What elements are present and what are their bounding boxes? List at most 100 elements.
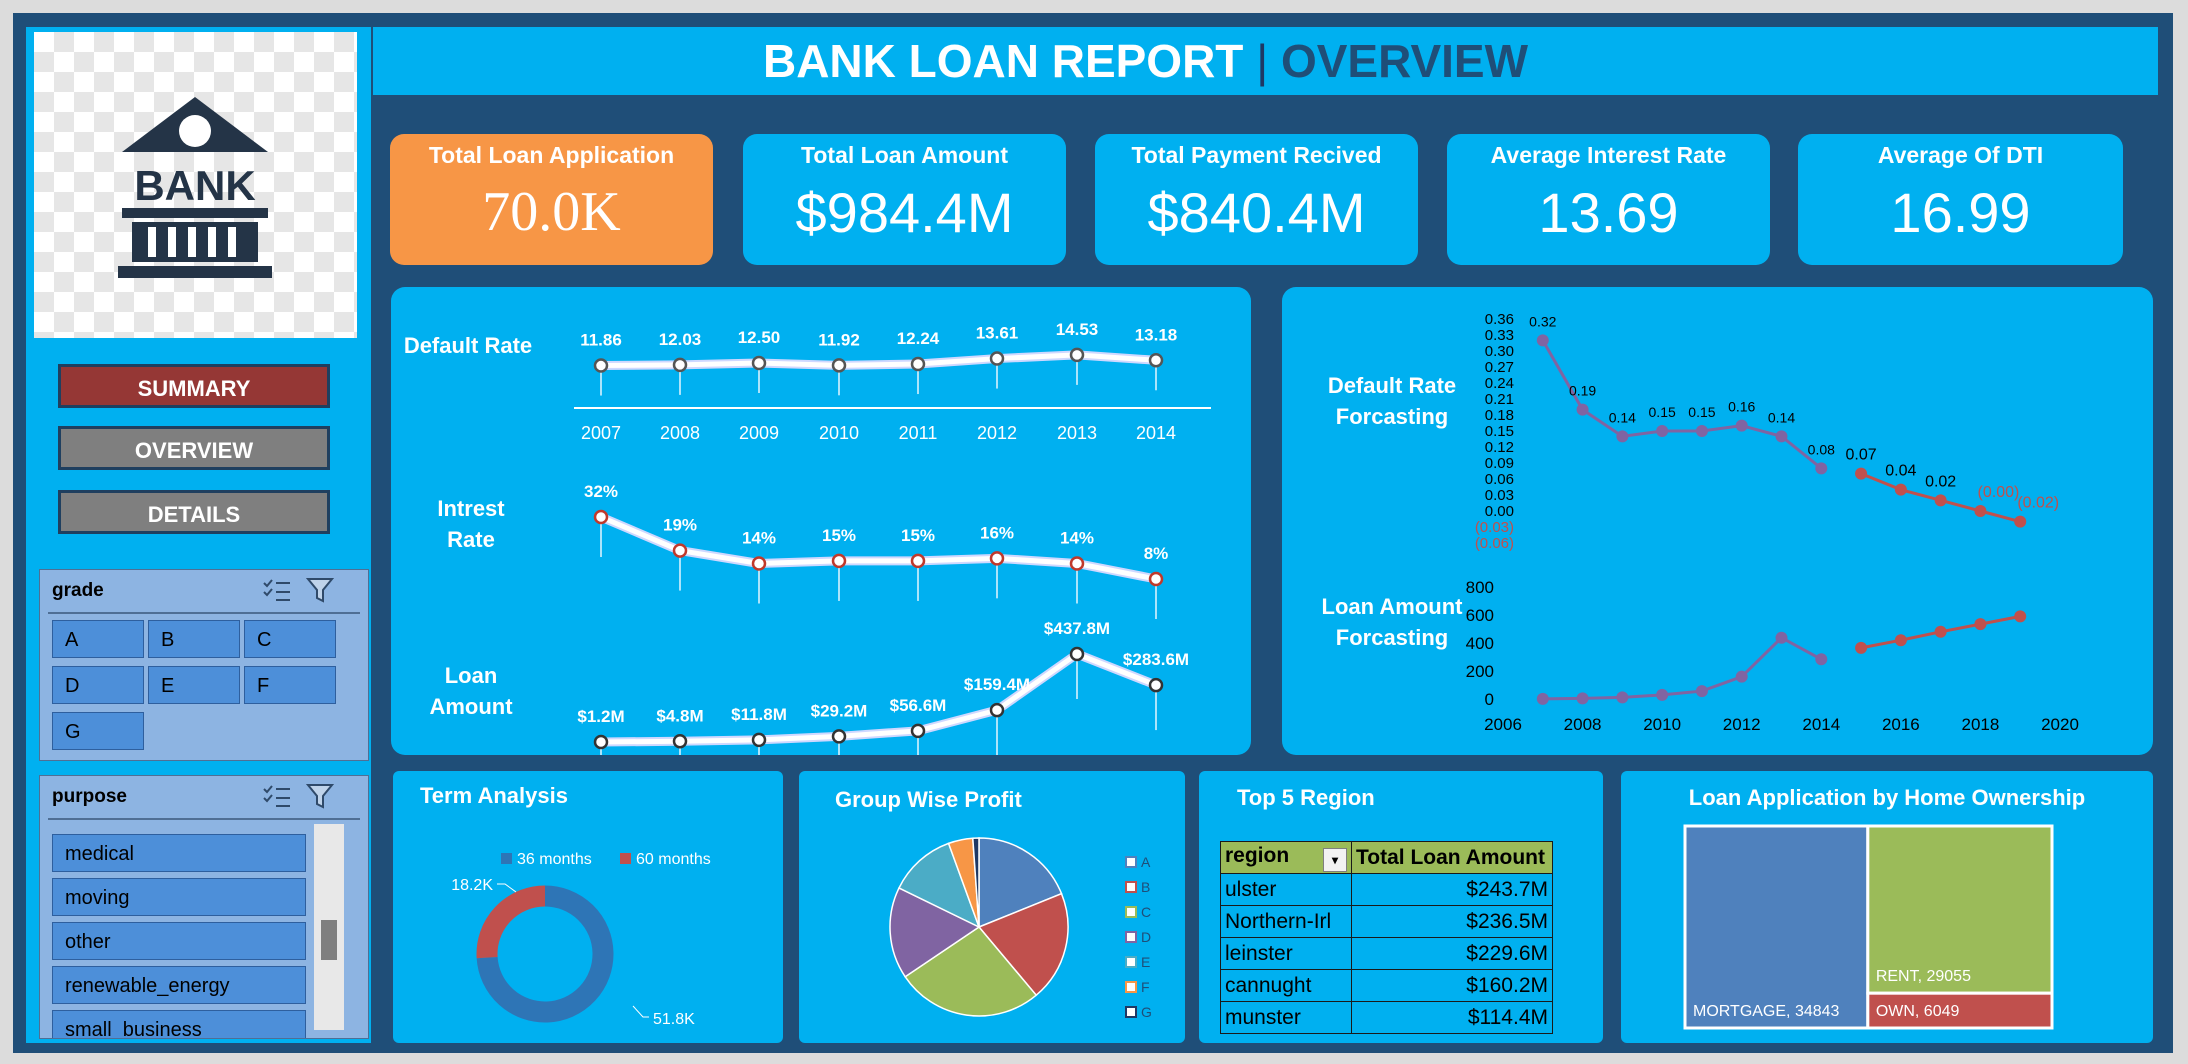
data-label: OWN, 6049: [1876, 1003, 1960, 1020]
grade-chip-b[interactable]: B: [148, 620, 240, 658]
grade-chip-g[interactable]: G: [52, 712, 144, 750]
table-row: munster $114.4M: [1220, 1001, 1553, 1034]
data-label: 19%: [663, 516, 697, 535]
grade-chip-f[interactable]: F: [244, 666, 336, 704]
legend-label: A: [1141, 854, 1151, 870]
region-cell: leinster: [1220, 937, 1352, 970]
amount-cell: $229.6M: [1351, 937, 1553, 970]
data-label: $4.8M: [656, 706, 703, 725]
purpose-item-small-business[interactable]: small_business: [52, 1010, 306, 1038]
pie-slice-e: [898, 842, 981, 929]
data-label: $437.8M: [1044, 619, 1110, 638]
history-point: [1656, 688, 1669, 701]
clear-filter-icon[interactable]: [305, 782, 335, 810]
forecast-point: [1974, 618, 1987, 631]
purpose-slicer: purpose medical moving other renewable_e…: [39, 775, 369, 1039]
treemap-mortgage: [1683, 824, 1870, 1030]
y-tick-label: 0.33: [1485, 327, 1514, 344]
y-tick-label: 400: [1466, 634, 1494, 653]
kpi-total-payment-received: Total Payment Recived $840.4M: [1095, 134, 1418, 265]
legend-swatch: [1125, 981, 1137, 993]
clear-filter-icon[interactable]: [305, 576, 335, 604]
pie-slice-b: [977, 892, 1069, 997]
slicer-divider: [48, 612, 360, 614]
slicer-scrollbar[interactable]: [314, 824, 344, 1030]
table-header-row: region ▾ Total Loan Amount: [1220, 841, 1553, 874]
y-tick-label: 0.36: [1485, 311, 1514, 328]
forecast-charts: 0.360.330.300.270.240.210.180.150.120.09…: [1466, 311, 2079, 734]
multi-select-icon[interactable]: [262, 578, 292, 604]
top-region-panel: Top 5 Region region ▾ Total Loan Amount …: [1199, 771, 1603, 1043]
home-ownership-panel: Loan Application by Home Ownership MORTG…: [1621, 771, 2153, 1043]
term-donut-chart: 36 months 60 months 51.8K 18.2K: [451, 851, 711, 1028]
y-tick-label: 0.12: [1485, 439, 1514, 456]
data-label: 0.14: [1609, 409, 1636, 425]
grade-chip-e[interactable]: E: [148, 666, 240, 704]
grade-chip-a[interactable]: A: [52, 620, 144, 658]
x-tick-label: 2010: [1643, 715, 1681, 734]
table-row: ulster $243.7M: [1220, 873, 1553, 906]
data-label: 14%: [742, 529, 776, 548]
y-tick-label: 0.00: [1485, 503, 1514, 520]
slicer-divider: [48, 818, 360, 820]
series-line-glow: [600, 649, 1158, 747]
data-point: [751, 732, 767, 748]
default-rate-forecast-label: Default Rate Forcasting: [1327, 373, 1457, 429]
history-point: [1695, 425, 1708, 437]
table-row: Northern-Irl $236.5M: [1220, 905, 1553, 938]
purpose-item-renewable-energy[interactable]: renewable_energy: [52, 966, 306, 1004]
purpose-item-medical[interactable]: medical: [52, 834, 306, 872]
forecast-panel: Default Rate Forcasting Loan Amount Forc…: [1282, 287, 2153, 755]
legend-swatch: [501, 853, 512, 864]
data-label: 15%: [901, 526, 935, 545]
history-point: [1815, 462, 1828, 475]
purpose-item-moving[interactable]: moving: [52, 878, 306, 916]
amount-column-header[interactable]: Total Loan Amount: [1351, 841, 1553, 874]
data-label: 0.15: [1688, 404, 1715, 420]
data-label: 8%: [1144, 544, 1169, 563]
multi-select-icon[interactable]: [262, 784, 292, 810]
term-analysis-panel: Term Analysis 36 months 60 months 51.8K 18.…: [393, 771, 783, 1043]
data-label: (0.02): [2017, 495, 2059, 512]
data-point: [910, 723, 926, 739]
sort-dropdown-icon[interactable]: ▾: [1323, 847, 1347, 872]
y-tick-label: 0.24: [1485, 375, 1514, 392]
data-label: 15%: [822, 526, 856, 545]
region-cell: Northern-Irl: [1220, 905, 1352, 938]
data-point: [1148, 353, 1164, 368]
summary-button[interactable]: SUMMARY: [58, 364, 330, 408]
data-label: 16%: [980, 523, 1014, 542]
history-point: [1815, 653, 1828, 666]
grade-chip-d[interactable]: D: [52, 666, 144, 704]
overview-button[interactable]: OVERVIEW: [58, 426, 330, 470]
data-label: 11.92: [818, 330, 860, 349]
grade-chip-c[interactable]: C: [244, 620, 336, 658]
legend-swatch: [1125, 881, 1137, 893]
pie-slice-c: [904, 926, 1038, 1017]
legend-label: F: [1141, 979, 1150, 995]
details-button[interactable]: DETAILS: [58, 490, 330, 534]
data-label: 32%: [584, 482, 618, 501]
history-point: [1576, 692, 1589, 705]
data-point: [831, 358, 847, 373]
legend-label: 36 months: [517, 851, 592, 868]
y-tick-label: (0.06): [1475, 535, 1514, 552]
x-tick-label: 2016: [1882, 715, 1920, 734]
forecast-point: [1934, 625, 1947, 638]
trend-panel: Default Rate Intrest Rate Loan Amount 11…: [391, 287, 1251, 755]
series-line: [600, 352, 1157, 369]
forecast-point: [1974, 505, 1987, 517]
kpi-value: 13.69: [1538, 181, 1679, 244]
purpose-item-other[interactable]: other: [52, 922, 306, 960]
history-point: [1616, 691, 1629, 704]
data-label: 12.24: [897, 329, 940, 348]
forecast-point: [2014, 515, 2027, 528]
scrollbar-thumb[interactable]: [321, 920, 337, 960]
kpi-average-dti: Average Of DTI 16.99: [1798, 134, 2123, 265]
forecast-point: [1855, 641, 1868, 654]
region-column-header[interactable]: region ▾: [1220, 841, 1352, 874]
data-point: [751, 556, 767, 571]
legend-label: C: [1141, 904, 1151, 920]
title-main: BANK LOAN REPORT: [762, 35, 1244, 87]
history-point: [1536, 692, 1549, 705]
